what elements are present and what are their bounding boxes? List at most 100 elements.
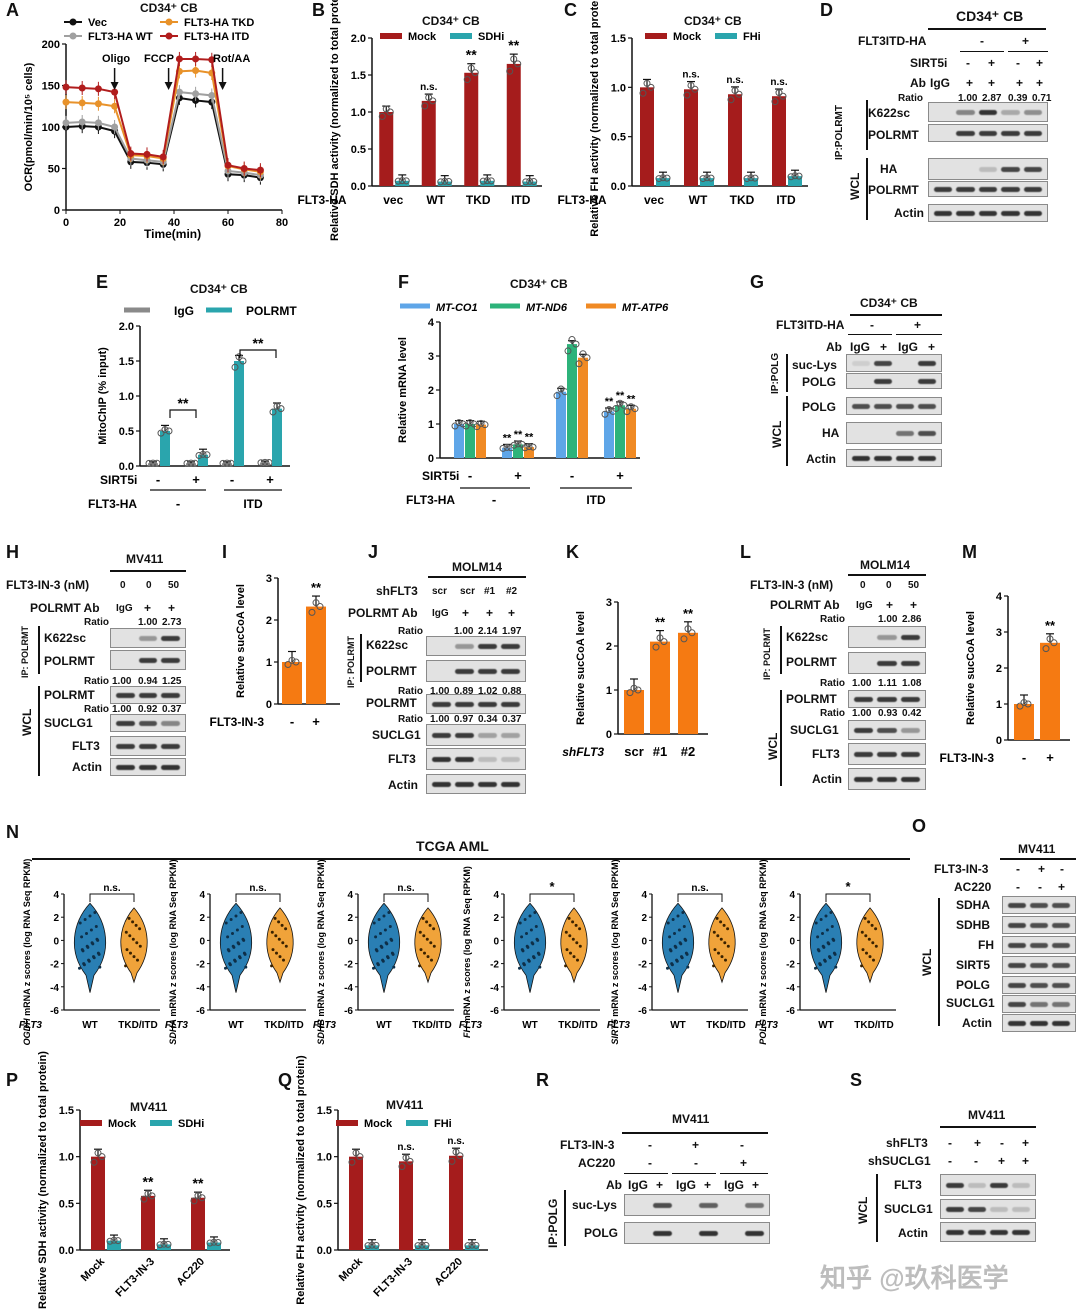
panel-F-data-point — [529, 443, 537, 451]
panel-N-y-label: SDHA mRNA z scores (log RNA Seq RPKM) — [168, 859, 178, 1044]
panel-C-bar — [640, 87, 654, 186]
panel-A-point — [111, 88, 119, 96]
panel-K-y-tick-label: 1 — [606, 685, 612, 697]
panel-F-bar — [626, 408, 636, 458]
panel-N-point — [868, 955, 872, 959]
panel-C-y-tick-label: 0.0 — [611, 181, 626, 193]
panel-A-y-label: OCR(pmol/min/10⁵ cells) — [23, 62, 35, 191]
panel-D-row-ab: Ab — [910, 76, 926, 90]
panel-N-point — [676, 914, 680, 918]
panel-E-data-point — [231, 363, 239, 371]
panel-N-point — [874, 944, 878, 948]
panel-N-point — [134, 923, 138, 927]
blot-band — [877, 727, 897, 733]
panel-P-data-point — [214, 1239, 222, 1247]
panel-L-blot-label-0: K622sc — [786, 630, 829, 644]
panel-A-point — [78, 99, 86, 107]
panel-N-point — [390, 951, 394, 955]
panel-J-ratio2-3: 0.88 — [502, 686, 522, 697]
panel-N-row-label: FLT3 — [607, 1020, 631, 1031]
blot-band — [1008, 1001, 1026, 1007]
panel-K-bar — [650, 641, 670, 734]
panel-H-ab-1: + — [144, 601, 152, 615]
panel-C-legend-swatch — [715, 33, 737, 39]
panel-R-title-rule — [622, 1132, 768, 1134]
panel-E-row-label-flt3: FLT3-HA — [88, 497, 137, 511]
panel-B-data-point — [378, 112, 386, 120]
panel-B-bar — [421, 100, 436, 186]
blot-band — [745, 1202, 764, 1208]
panel-A-x-tick-label: 0 — [63, 217, 69, 229]
panel-G-title-rule — [850, 314, 942, 316]
panel-A-point — [78, 118, 86, 126]
panel-P-legend-swatch — [150, 1120, 172, 1126]
panel-E-data-point — [161, 426, 169, 434]
panel-D-row-flt3: FLT3ITD-HA — [858, 34, 927, 48]
panel-N-point — [89, 928, 93, 932]
blot-band — [161, 743, 180, 749]
panel-R-blot-label-1: POLG — [584, 1226, 619, 1240]
blot-strip — [426, 748, 526, 770]
panel-N-y-tick-label: 4 — [789, 890, 795, 901]
panel-C-data-point — [683, 91, 691, 99]
panel-C-data-point — [787, 173, 795, 181]
panel-K-data-point — [652, 643, 660, 651]
panel-C-title: CD34⁺ CB — [684, 14, 742, 28]
panel-P-data-point — [90, 1158, 98, 1166]
panel-C-bar — [684, 89, 698, 186]
panel-N-point — [131, 920, 135, 924]
panel-O-blot-label-3: SIRT5 — [956, 958, 991, 972]
blot-band — [478, 781, 497, 787]
blot-band — [1023, 166, 1042, 172]
panel-G-bracket-wcl — [786, 396, 788, 466]
blot-band — [1012, 1182, 1030, 1188]
panel-N-y-tick-label: 2 — [493, 913, 499, 924]
panel-M-x-tick-label: - — [1022, 750, 1026, 765]
panel-A-annotation: Rot/AA — [213, 53, 250, 65]
panel-F-y-tick-label: 2 — [428, 385, 434, 397]
blot-band — [1023, 130, 1042, 136]
panel-L-title: MOLM14 — [860, 558, 911, 572]
panel-N-point — [135, 941, 139, 945]
panel-N-x-tick-label: TKD/ITD — [264, 1020, 303, 1031]
panel-J-blot-label-4: FLT3 — [388, 752, 416, 766]
blot-strip — [426, 694, 526, 714]
panel-H-conc-0: 0 — [120, 580, 126, 591]
blot-band — [934, 210, 953, 216]
panel-L-blot-label-2: POLRMT — [786, 692, 837, 706]
panel-Q-data-point — [364, 1242, 372, 1250]
panel-J-ratio2-2: 1.02 — [478, 686, 498, 697]
panel-B-legend-label: SDHi — [478, 31, 504, 43]
blot-band — [852, 360, 870, 366]
panel-Q-data-point — [352, 1149, 360, 1157]
panel-B-data-point — [526, 177, 534, 185]
panel-L-row-conc: FLT3-IN-3 (nM) — [750, 578, 834, 592]
panel-J-title-rule — [428, 576, 526, 578]
panel-N-point — [578, 944, 582, 948]
panel-N-y-tick-label: 0 — [641, 936, 647, 947]
blot-band — [854, 696, 874, 702]
panel-R-rule-c — [720, 1173, 768, 1174]
blot-band — [161, 657, 180, 663]
panel-N-point — [98, 965, 102, 969]
panel-C-x-tick-label: TKD — [730, 193, 755, 207]
blot-band — [432, 781, 451, 787]
blot-band — [1008, 902, 1026, 908]
panel-J-ab-1: + — [462, 606, 470, 620]
panel-A-legend-label: FLT3-HA ITD — [184, 31, 249, 43]
panel-F-bar — [556, 391, 566, 458]
panel-N-title: TCGA AML — [416, 838, 489, 854]
panel-D-sirt-2: - — [1016, 56, 1020, 70]
panel-N-point — [525, 931, 528, 935]
panel-N-point — [567, 916, 571, 920]
panel-C-data-point — [747, 174, 755, 182]
panel-H-ratio3-2: 0.37 — [162, 704, 182, 715]
panel-L-blot-label-1: POLRMT — [786, 655, 837, 669]
panel-G-ab-2: IgG — [898, 340, 918, 354]
panel-N-point — [673, 931, 676, 935]
panel-N-x-tick-label: WT — [818, 1020, 834, 1031]
panel-F-bar — [604, 411, 614, 458]
panel-C-data-point — [795, 172, 803, 180]
panel-P-legend-swatch — [80, 1120, 102, 1126]
panel-H-ratio1-1: 2.73 — [162, 617, 182, 628]
